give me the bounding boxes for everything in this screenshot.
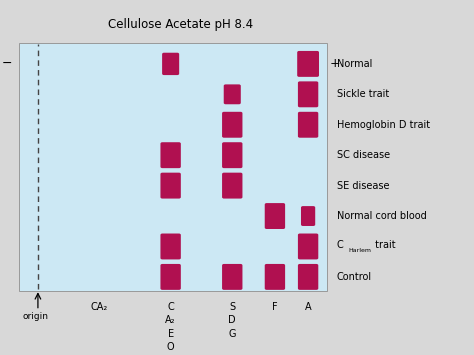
Text: −: −: [2, 58, 12, 70]
Text: O: O: [167, 342, 174, 352]
FancyBboxPatch shape: [301, 206, 315, 226]
FancyBboxPatch shape: [222, 112, 242, 138]
Text: A₂: A₂: [165, 315, 176, 325]
Text: Cellulose Acetate pH 8.4: Cellulose Acetate pH 8.4: [108, 18, 253, 31]
Text: C: C: [337, 240, 343, 250]
Text: G: G: [228, 329, 236, 339]
Text: trait: trait: [372, 240, 396, 250]
Text: Control: Control: [337, 272, 372, 282]
FancyBboxPatch shape: [162, 53, 179, 75]
Text: Hemoglobin D trait: Hemoglobin D trait: [337, 120, 429, 130]
Text: S: S: [229, 302, 235, 312]
Text: SE disease: SE disease: [337, 181, 389, 191]
FancyBboxPatch shape: [19, 43, 327, 291]
FancyBboxPatch shape: [298, 234, 319, 260]
Text: Sickle trait: Sickle trait: [337, 89, 389, 99]
Text: Normal cord blood: Normal cord blood: [337, 211, 426, 221]
Text: CA₂: CA₂: [91, 302, 108, 312]
FancyBboxPatch shape: [298, 112, 319, 138]
FancyBboxPatch shape: [222, 264, 242, 290]
Text: Normal: Normal: [337, 59, 372, 69]
FancyBboxPatch shape: [264, 264, 285, 290]
Text: origin: origin: [23, 312, 48, 321]
FancyBboxPatch shape: [160, 234, 181, 260]
FancyBboxPatch shape: [222, 142, 242, 168]
FancyBboxPatch shape: [160, 173, 181, 198]
FancyBboxPatch shape: [224, 84, 241, 104]
FancyBboxPatch shape: [264, 203, 285, 229]
Text: D: D: [228, 315, 236, 325]
Text: C: C: [167, 302, 174, 312]
Text: SC disease: SC disease: [337, 150, 390, 160]
FancyBboxPatch shape: [160, 142, 181, 168]
FancyBboxPatch shape: [297, 51, 319, 77]
Text: A: A: [305, 302, 311, 312]
Text: Harlem: Harlem: [348, 248, 372, 253]
Text: E: E: [168, 329, 173, 339]
Text: F: F: [272, 302, 278, 312]
Text: +: +: [329, 58, 340, 70]
FancyBboxPatch shape: [160, 264, 181, 290]
FancyBboxPatch shape: [298, 264, 319, 290]
FancyBboxPatch shape: [222, 173, 242, 198]
FancyBboxPatch shape: [298, 81, 319, 107]
